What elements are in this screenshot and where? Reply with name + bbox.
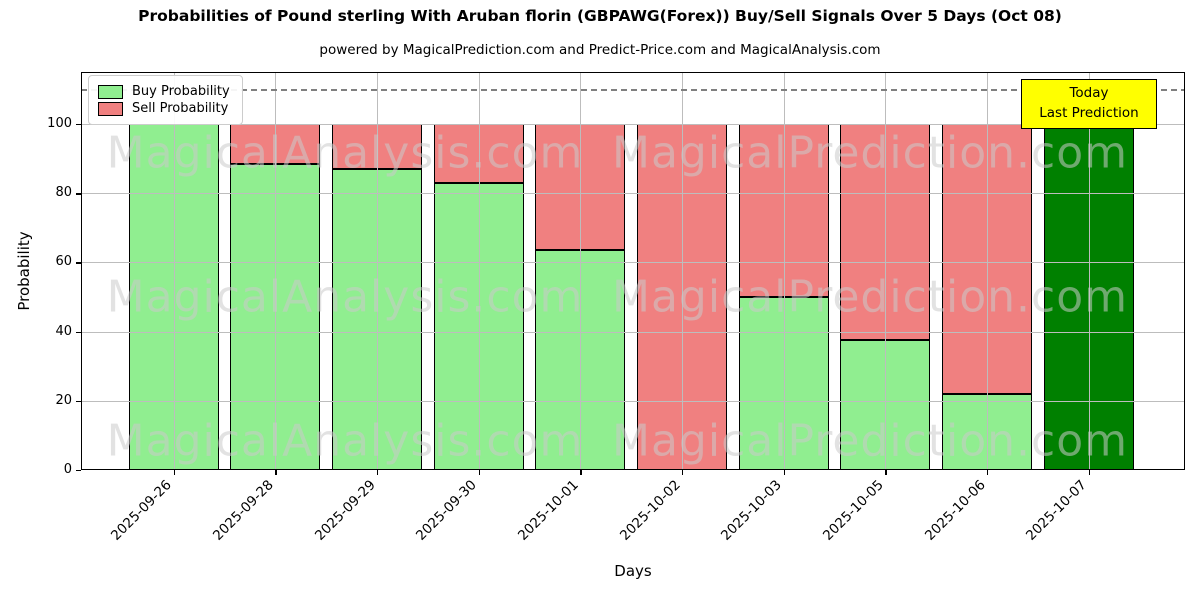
x-gridline	[377, 72, 379, 470]
y-tick-label: 100	[47, 115, 72, 131]
y-tick	[76, 331, 81, 333]
y-gridline	[81, 331, 1185, 333]
x-tick	[682, 470, 684, 475]
watermark-text: MagicalAnalysis.com	[106, 415, 584, 467]
x-tick-label: 2025-09-26	[108, 477, 176, 544]
x-tick-label: 2025-09-30	[413, 477, 481, 544]
y-tick-label: 80	[55, 185, 72, 201]
watermark-text: MagicalPrediction.com	[612, 415, 1128, 467]
x-gridline	[173, 72, 175, 470]
x-tick	[275, 470, 277, 475]
y-tick-label: 20	[55, 392, 72, 408]
y-tick-label: 0	[63, 462, 72, 477]
x-tick	[377, 470, 379, 475]
y-tick	[76, 400, 81, 403]
buy-swatch-icon	[98, 84, 123, 99]
legend-sell-label: Sell Probability	[132, 101, 229, 116]
watermark-text: MagicalAnalysis.com	[106, 127, 584, 179]
y-tick	[76, 123, 81, 126]
y-axis-label: Probability	[15, 231, 33, 311]
x-tick-label: 2025-10-02	[616, 477, 684, 544]
y-tick	[76, 193, 81, 195]
x-gridline	[275, 72, 277, 470]
y-tick-label: 60	[55, 254, 72, 270]
x-tick-label: 2025-10-03	[718, 477, 785, 544]
legend-row-buy: Buy Probability	[98, 84, 230, 99]
y-tick-label: 40	[55, 323, 72, 339]
legend-row-sell: Sell Probability	[98, 101, 230, 116]
sell-swatch-icon	[98, 101, 123, 116]
x-tick-label: 2025-10-05	[819, 477, 887, 544]
x-gridline	[478, 72, 480, 470]
x-gridline	[783, 72, 785, 470]
y-tick	[76, 470, 81, 472]
x-gridline	[580, 72, 582, 470]
x-tick-label: 2025-09-29	[311, 477, 379, 544]
y-gridline	[81, 123, 1185, 125]
x-tick	[885, 470, 887, 475]
x-gridline	[682, 72, 683, 470]
chart-subtitle: powered by MagicalPrediction.com and Pre…	[319, 42, 881, 58]
y-gridline	[81, 262, 1185, 264]
x-gridline	[1088, 72, 1090, 470]
threshold-dashed-line	[81, 89, 1185, 91]
x-gridline	[986, 72, 988, 470]
y-gridline	[81, 400, 1185, 402]
y-tick	[76, 262, 81, 264]
x-tick	[986, 470, 989, 475]
x-tick-label: 2025-10-06	[921, 477, 989, 544]
x-axis-label: Days	[614, 562, 652, 580]
x-tick-label: 2025-10-01	[514, 477, 582, 544]
chart-title: Probabilities of Pound sterling With Aru…	[138, 7, 1062, 25]
x-tick	[1088, 470, 1091, 475]
plot-area: MagicalAnalysis.com MagicalPrediction.com…	[81, 72, 1185, 470]
today-annotation-line1: Today	[1069, 85, 1109, 102]
watermark-text: MagicalAnalysis.com	[106, 271, 584, 323]
watermark-text: MagicalPrediction.com	[612, 271, 1128, 323]
watermark-text: MagicalPrediction.com	[612, 127, 1128, 179]
x-tick	[173, 470, 176, 475]
x-tick-label: 2025-10-07	[1023, 477, 1090, 544]
legend-buy-label: Buy Probability	[132, 84, 230, 99]
x-gridline	[885, 72, 887, 470]
x-tick	[783, 470, 786, 475]
x-tick	[478, 470, 481, 475]
y-gridline	[81, 193, 1185, 195]
today-annotation-line2: Last Prediction	[1039, 105, 1139, 121]
legend: Buy Probability Sell Probability	[88, 75, 243, 125]
x-tick	[580, 470, 582, 475]
x-tick-label: 2025-09-28	[209, 477, 277, 544]
today-annotation: Today Last Prediction	[1021, 79, 1157, 129]
